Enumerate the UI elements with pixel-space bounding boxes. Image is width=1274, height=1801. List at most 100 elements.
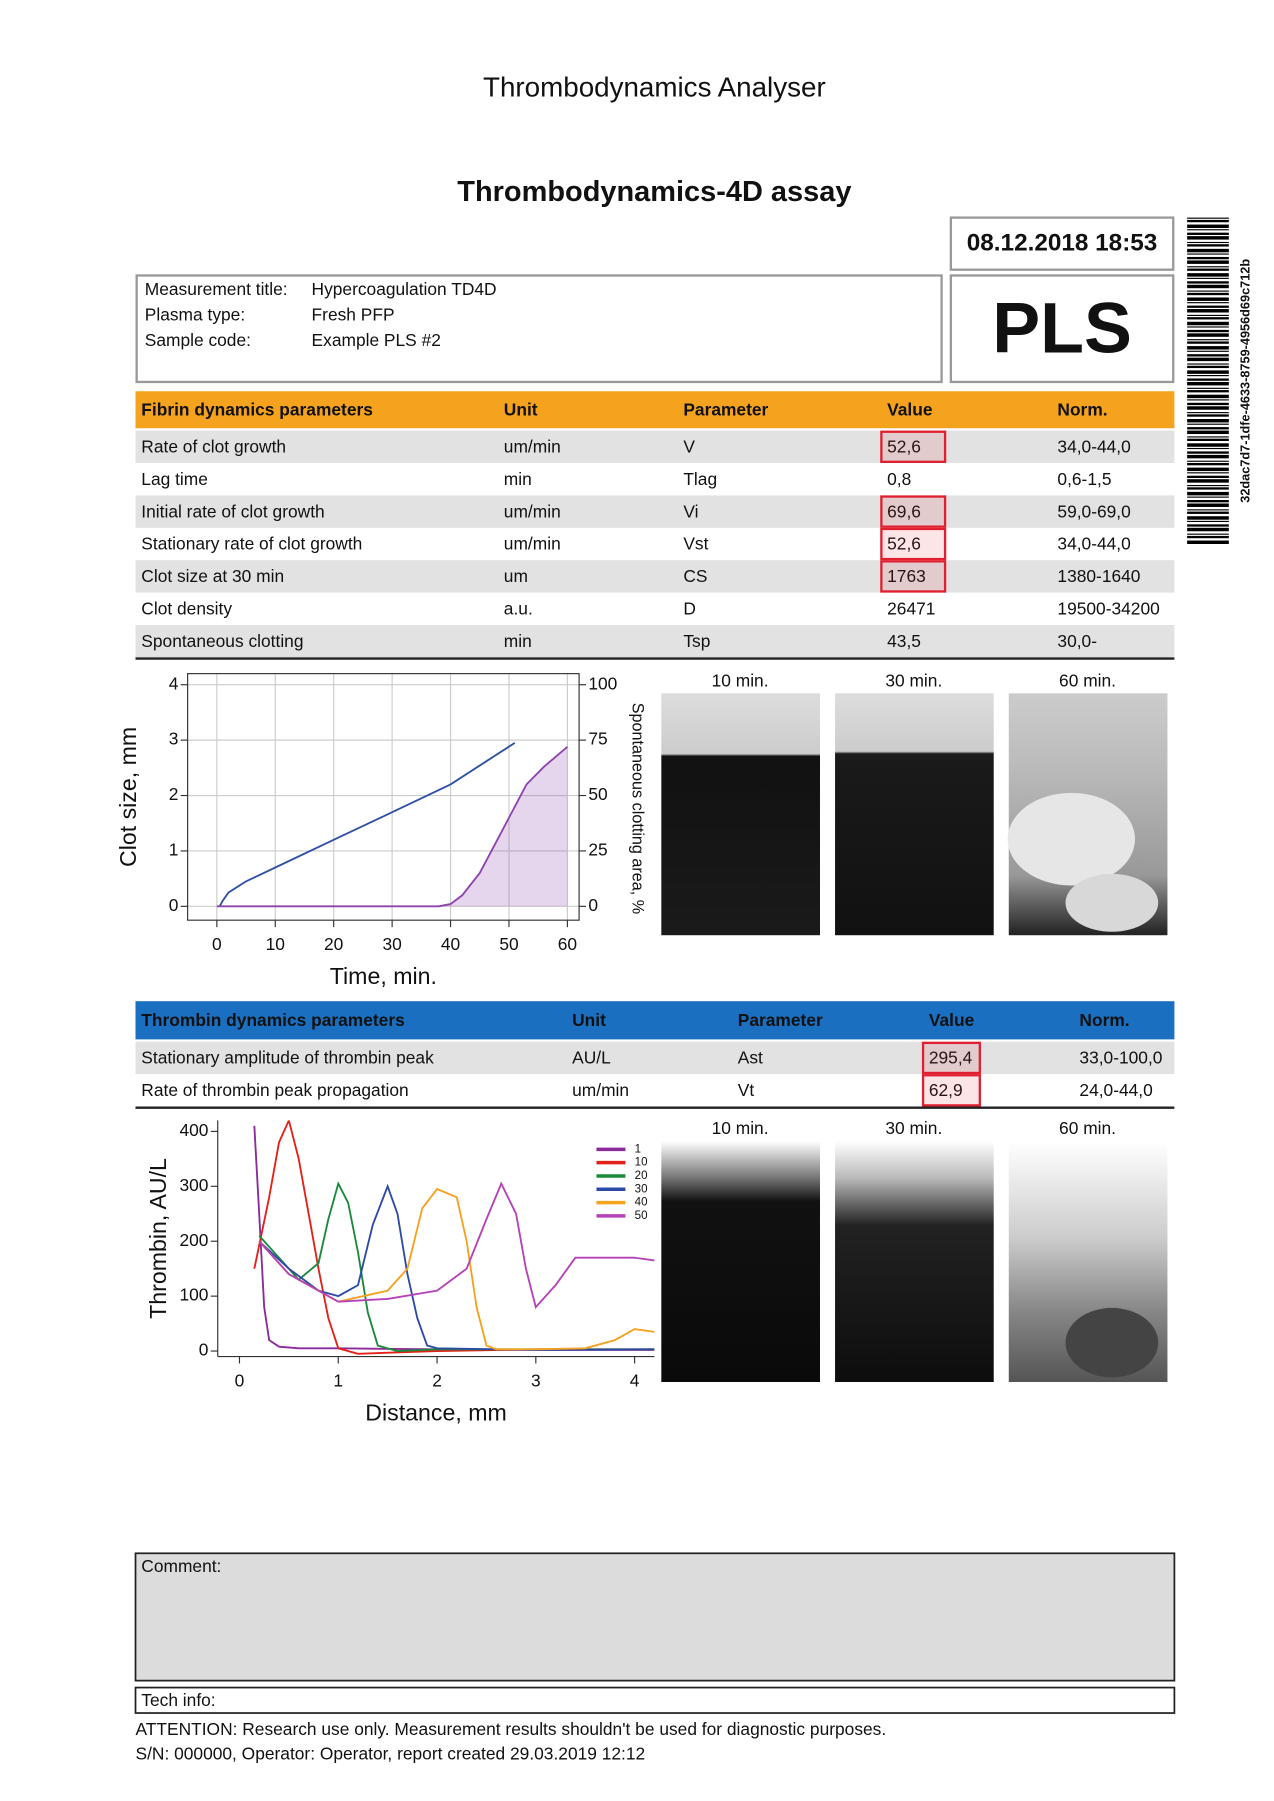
photo-detail xyxy=(1007,792,1136,886)
barcode-bar xyxy=(1187,339,1229,341)
cell: 52,6 xyxy=(887,437,921,457)
header-cell: Parameter xyxy=(683,399,768,419)
image-label: 60 min. xyxy=(1059,1118,1116,1138)
legend-label: 1 xyxy=(635,1143,641,1155)
image-label: 30 min. xyxy=(885,670,942,690)
plot-frame xyxy=(187,673,580,921)
header-cell: Thrombin dynamics parameters xyxy=(141,1010,404,1030)
y2-tick-label: 0 xyxy=(588,895,598,915)
cell: min xyxy=(504,631,532,651)
barcode-bar xyxy=(1187,248,1229,253)
assay-title: Thrombodynamics-4D assay xyxy=(457,176,851,208)
photo xyxy=(661,693,820,936)
cell: 62,9 xyxy=(929,1080,963,1100)
barcode-bar xyxy=(1187,381,1229,386)
cell: Tsp xyxy=(683,631,710,651)
cell: V xyxy=(683,437,695,457)
info-value: Hypercoagulation TD4D xyxy=(312,279,497,299)
barcode-bar xyxy=(1187,370,1229,374)
x-tick-label: 0 xyxy=(212,934,222,954)
x-tick-label: 10 xyxy=(266,934,285,954)
attention-note: ATTENTION: Research use only. Measuremen… xyxy=(136,1719,887,1739)
x-tick-label: 40 xyxy=(441,934,460,954)
barcode-bar xyxy=(1187,305,1229,308)
cell: AU/L xyxy=(572,1048,611,1068)
y-tick-label: 2 xyxy=(169,784,179,804)
barcode-bar xyxy=(1187,217,1229,219)
header-cell: Fibrin dynamics parameters xyxy=(141,399,373,419)
barcode-bar xyxy=(1187,436,1229,438)
report-title: Thrombodynamics Analyser xyxy=(483,71,826,102)
barcode-bar xyxy=(1187,496,1229,498)
image-label: 60 min. xyxy=(1059,670,1116,690)
serial-info: S/N: 000000, Operator: Operator, report … xyxy=(136,1743,646,1763)
y-tick-label: 0 xyxy=(169,895,179,915)
line xyxy=(253,1125,655,1351)
image-label: 10 min. xyxy=(712,670,769,690)
info-value: Example PLS #2 xyxy=(312,330,441,350)
barcode-bar xyxy=(1187,281,1229,284)
barcode-bar xyxy=(1187,475,1229,479)
code-box xyxy=(949,274,1175,384)
area xyxy=(216,746,568,907)
line xyxy=(218,742,516,907)
header-cell: Parameter xyxy=(738,1010,823,1030)
barcode-bar xyxy=(1187,224,1229,229)
barcode-bar xyxy=(1187,236,1229,240)
x-tick-label: 50 xyxy=(499,934,518,954)
photo-detail xyxy=(1065,873,1159,932)
cell: 34,0-44,0 xyxy=(1057,437,1130,457)
cell: um/min xyxy=(504,534,561,554)
line xyxy=(216,746,568,908)
y-tick-label: 200 xyxy=(179,1230,208,1250)
tech-info-label: Tech info: xyxy=(141,1690,215,1710)
x-tick-label: 4 xyxy=(630,1371,640,1391)
header-cell: Value xyxy=(929,1010,975,1030)
cell: 19500-34200 xyxy=(1057,599,1159,619)
cell: 33,0-100,0 xyxy=(1079,1048,1162,1068)
y-tick-label: 400 xyxy=(179,1120,208,1140)
y2-axis-label: Spontaneous clotting area, % xyxy=(629,703,647,914)
barcode-bar xyxy=(1187,394,1229,399)
x-tick-label: 3 xyxy=(531,1371,541,1391)
cell: Spontaneous clotting xyxy=(141,631,303,651)
barcode-bar xyxy=(1187,378,1229,381)
flag-box xyxy=(880,430,947,463)
barcode-bar xyxy=(1187,423,1229,425)
cell: Initial rate of clot growth xyxy=(141,501,324,521)
cell: um/min xyxy=(504,437,561,457)
cell: Rate of clot growth xyxy=(141,437,286,457)
y-tick-label: 4 xyxy=(169,673,179,693)
legend-label: 10 xyxy=(635,1157,648,1169)
barcode-bar xyxy=(1187,484,1229,487)
header-cell: Value xyxy=(887,399,933,419)
info-label: Plasma type: xyxy=(145,305,245,325)
legend-label: 20 xyxy=(635,1170,648,1182)
y-axis-label: Clot size, mm xyxy=(115,727,141,867)
barcode-bar xyxy=(1187,540,1229,545)
header-cell: Norm. xyxy=(1079,1010,1129,1030)
comment-label: Comment: xyxy=(141,1556,221,1576)
cell: Rate of thrombin peak propagation xyxy=(141,1080,408,1100)
barcode-bar xyxy=(1187,412,1229,414)
barcode-bar xyxy=(1187,454,1229,459)
barcode-bar xyxy=(1187,329,1229,333)
barcode-bar xyxy=(1187,290,1229,292)
cell: 0,8 xyxy=(887,469,911,489)
header-cell: Norm. xyxy=(1057,399,1107,419)
cell: um xyxy=(504,566,528,586)
barcode-bar xyxy=(1187,438,1229,441)
row-bg xyxy=(135,560,1175,593)
barcode-bar xyxy=(1187,524,1229,527)
barcode-bar xyxy=(1187,232,1229,235)
cell: um/min xyxy=(572,1080,629,1100)
date-box xyxy=(949,216,1175,271)
y2-tick-label: 25 xyxy=(588,840,607,860)
flag-box xyxy=(880,560,947,593)
barcode-bar xyxy=(1187,527,1229,532)
barcode-bar xyxy=(1187,346,1229,350)
barcode-bar xyxy=(1187,341,1229,344)
barcode-bar xyxy=(1187,418,1229,423)
barcode-bar xyxy=(1187,309,1229,313)
cell: 0,6-1,5 xyxy=(1057,469,1111,489)
